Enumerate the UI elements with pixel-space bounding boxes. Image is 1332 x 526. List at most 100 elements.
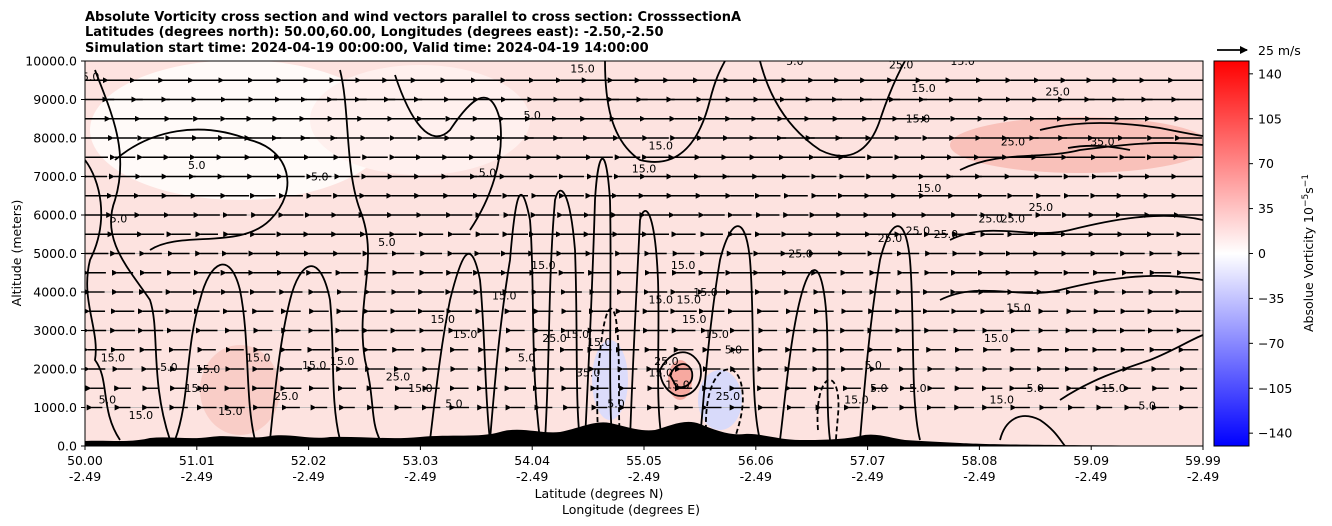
contour-line [759,61,906,157]
contour-line [114,128,289,251]
y-tick-label: 5000.0 [33,246,77,261]
contour-label: 15.0 [649,367,674,380]
colorbar-ticks: 140 105 70 35 0 −35 −70 −105 −140 [1249,66,1292,441]
contour-label: 5.0 [160,361,178,374]
x-tick-label-lon: -2.49 [1187,469,1219,484]
contour-label: 15.0 [676,294,701,307]
field-region-negative-2 [698,370,742,430]
colorbar-bar [1213,60,1250,447]
y-tick-label: 4000.0 [33,285,77,300]
x-tick-label-lon: -2.49 [628,469,660,484]
x-tick-label-lon: -2.49 [181,469,213,484]
x-tick-label-lat: 50.00 [67,453,103,468]
y-axis: 0.0 1000.0 2000.0 3000.0 4000.0 5000.0 6000.0 7… [25,54,85,454]
x-tick-label-lat: 58.08 [962,453,998,468]
colorbar-tick-label: −70 [1258,336,1284,351]
contour-line [699,225,761,441]
contour-label: 25.0 [906,224,931,237]
y-tick-label: 10000.0 [25,54,77,69]
contour-line [1039,122,1203,137]
negative-contour-line [816,379,840,441]
contour-line [1067,144,1131,151]
y-tick-label: 1000.0 [33,400,77,415]
contour-label: 25.0 [1001,213,1026,226]
contour-label: 15.0 [218,405,243,418]
terrain-profile [85,421,1203,446]
colorbar-title-text: Absolue Vorticity 10 [1301,207,1316,332]
contour-label: 5.0 [479,167,497,180]
contour-label: 15.0 [984,332,1009,345]
title-line-3: Simulation start time: 2024-04-19 00:00:… [85,41,649,56]
contour-line [174,263,256,441]
contour-line [629,210,663,441]
contour-label: 5.0 [523,109,541,122]
contour-label: 25.0 [386,371,411,384]
negative-contour-lines [596,307,840,441]
contour-label: 15.0 [492,290,517,303]
contour-label: 25.0 [654,355,679,368]
contour-line [659,351,702,397]
contour-line [999,415,1066,446]
contour-label: 15.0 [649,140,674,153]
contour-label: 5.0 [1138,399,1156,412]
contour-label: 25.0 [274,390,299,403]
wind-vectors [85,77,1203,411]
x-tick-label-lon: -2.49 [404,469,436,484]
contour-label: 35.0 [1090,136,1115,149]
x-tick-label-lat: 57.07 [850,453,886,468]
negative-contour-line [705,368,744,441]
contour-line [959,142,1203,171]
colorbar-tick-label: 140 [1258,66,1282,81]
contour-label: 15.0 [431,313,456,326]
x-tick-label-lat: 59.09 [1073,453,1109,468]
field-region-low-left [90,61,390,200]
colorbar-tick-label: 70 [1258,156,1274,171]
contour-label: 25.0 [716,390,741,403]
contour-label: 15.0 [101,351,126,364]
contour-label: 15.0 [649,294,674,307]
contour-label: 5.0 [864,359,882,372]
x-tick-label-lat: 56.06 [738,453,774,468]
chart-title: Absolute Vorticity cross section and win… [85,10,741,56]
y-tick-label: 0.0 [57,439,77,454]
colorbar-title-unit: s [1301,187,1316,194]
field-region-positive-low [200,345,280,435]
contour-label: 15.0 [704,328,729,341]
contour-label: 15.0 [682,313,707,326]
contour-label: 15.0 [911,82,936,95]
colorbar-title-exp-unit: −1 [1301,174,1311,187]
x-axis-title-longitude: Longitude (degrees E) [562,502,700,517]
contour-label: 15.0 [665,378,690,391]
contour-line [94,69,171,441]
contour-label: 15.0 [671,259,696,272]
x-tick-label-lat: 51.01 [179,453,215,468]
quiver-key: 25 m/s [1217,43,1301,58]
x-tick-label-lat: 55.05 [626,453,662,468]
y-tick-label: 8000.0 [33,131,77,146]
contour-line [544,189,581,441]
title-line-1: Absolute Vorticity cross section and win… [85,10,741,25]
colorbar-tick-label: 0 [1258,246,1266,261]
y-tick-label: 7000.0 [33,169,77,184]
x-tick-label-lon: -2.49 [851,469,883,484]
colorbar: 140 105 70 35 0 −35 −70 −105 −140 Absolue Vortic… [1213,60,1316,447]
x-axis: 50.00-2.4951.01-2.4952.02-2.4953.03-2.49… [67,446,1221,484]
colorbar-tick-label: −105 [1258,381,1292,396]
contour-line [604,61,726,163]
contour-label: 15.0 [1006,301,1031,314]
contour-label: 5.0 [378,236,396,249]
contour-label: 5.0 [82,70,100,83]
contour-label: 25.0 [1029,201,1054,214]
x-axis-title-latitude: Latitude (degrees N) [535,486,664,501]
colorbar-tick-label: −140 [1258,426,1292,441]
contour-label: 15.0 [917,182,942,195]
x-tick-label-lon: -2.49 [516,469,548,484]
x-tick-label-lat: 54.04 [514,453,550,468]
contour-label: 15.0 [565,328,590,341]
contour-label: 25.0 [542,332,567,345]
x-tick-label-lon: -2.49 [69,469,101,484]
colorbar-title-exp-main: −5 [1301,194,1311,207]
contour-label: 5.0 [99,394,117,407]
y-axis-title: Altitude (meters) [9,200,24,307]
